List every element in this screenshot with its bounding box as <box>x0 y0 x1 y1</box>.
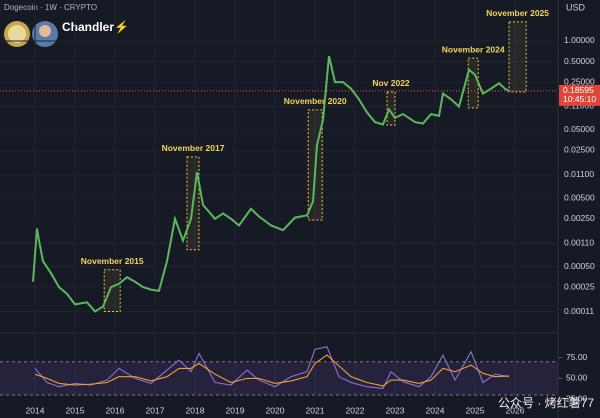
price-tag-countdown: 10:45:10 <box>563 94 596 104</box>
annotation-box <box>508 21 527 93</box>
x-tick-label: 2026 <box>506 405 525 415</box>
annotation-box <box>103 269 121 313</box>
annotation-label: November 2015 <box>81 256 144 266</box>
y-tick-label: 0.50000 <box>564 56 595 66</box>
price-tag <box>559 84 600 106</box>
annotation-box <box>467 57 479 109</box>
watermark: 公众号 · 烤红薯77 <box>498 395 594 410</box>
annotation-label: Nov 2022 <box>372 78 410 88</box>
annotation-label: November 2024 <box>442 44 505 54</box>
y-tick-label: 75.00 <box>566 352 588 362</box>
y-tick-label: 0.00250 <box>564 213 595 223</box>
x-tick-label: 2025 <box>466 405 485 415</box>
annotation-label: November 2017 <box>162 143 225 153</box>
annotation-label: November 2020 <box>284 96 347 106</box>
data-line <box>32 55 510 313</box>
x-tick-label: 2018 <box>186 405 205 415</box>
y-tick-label: 0.02500 <box>564 145 595 155</box>
annotation-label: November 2025 <box>486 8 549 18</box>
axis-unit: USD <box>566 2 586 12</box>
avatar-face <box>39 25 51 37</box>
price-tag-value: 0.18595 <box>563 85 594 95</box>
x-tick-label: 2016 <box>106 405 125 415</box>
x-tick-label: 2020 <box>266 405 285 415</box>
x-tick-label: 2014 <box>26 405 45 415</box>
x-tick-label: 2021 <box>306 405 325 415</box>
annotation-box <box>386 91 396 126</box>
data-line <box>34 354 510 387</box>
y-tick-label: 25.00 <box>566 393 588 403</box>
author: Chandler⚡ <box>62 20 129 34</box>
y-tick-label: 0.01100 <box>564 169 594 179</box>
x-tick-label: 2019 <box>226 405 245 415</box>
x-tick-label: 2023 <box>386 405 405 415</box>
x-tick-label: 2022 <box>346 405 365 415</box>
y-tick-label: 0.05000 <box>564 124 595 134</box>
x-tick-label: 2015 <box>66 405 85 415</box>
y-tick-label: 0.00011 <box>564 306 594 316</box>
y-tick-label: 0.00050 <box>564 261 595 271</box>
coin-icon-inner <box>8 25 26 43</box>
y-tick-label: 1.00000 <box>564 35 595 45</box>
y-tick-label: 0.25000 <box>564 76 595 86</box>
y-tick-label: 0.00025 <box>564 281 595 291</box>
y-tick-label: 50.00 <box>566 373 588 383</box>
chart-title: Dogecoin · 1W · CRYPTO <box>4 3 97 12</box>
y-tick-label: 0.00110 <box>564 237 594 247</box>
x-tick-label: 2024 <box>426 405 445 415</box>
x-tick-label: 2017 <box>146 405 165 415</box>
y-tick-label: 0.00500 <box>564 192 595 202</box>
